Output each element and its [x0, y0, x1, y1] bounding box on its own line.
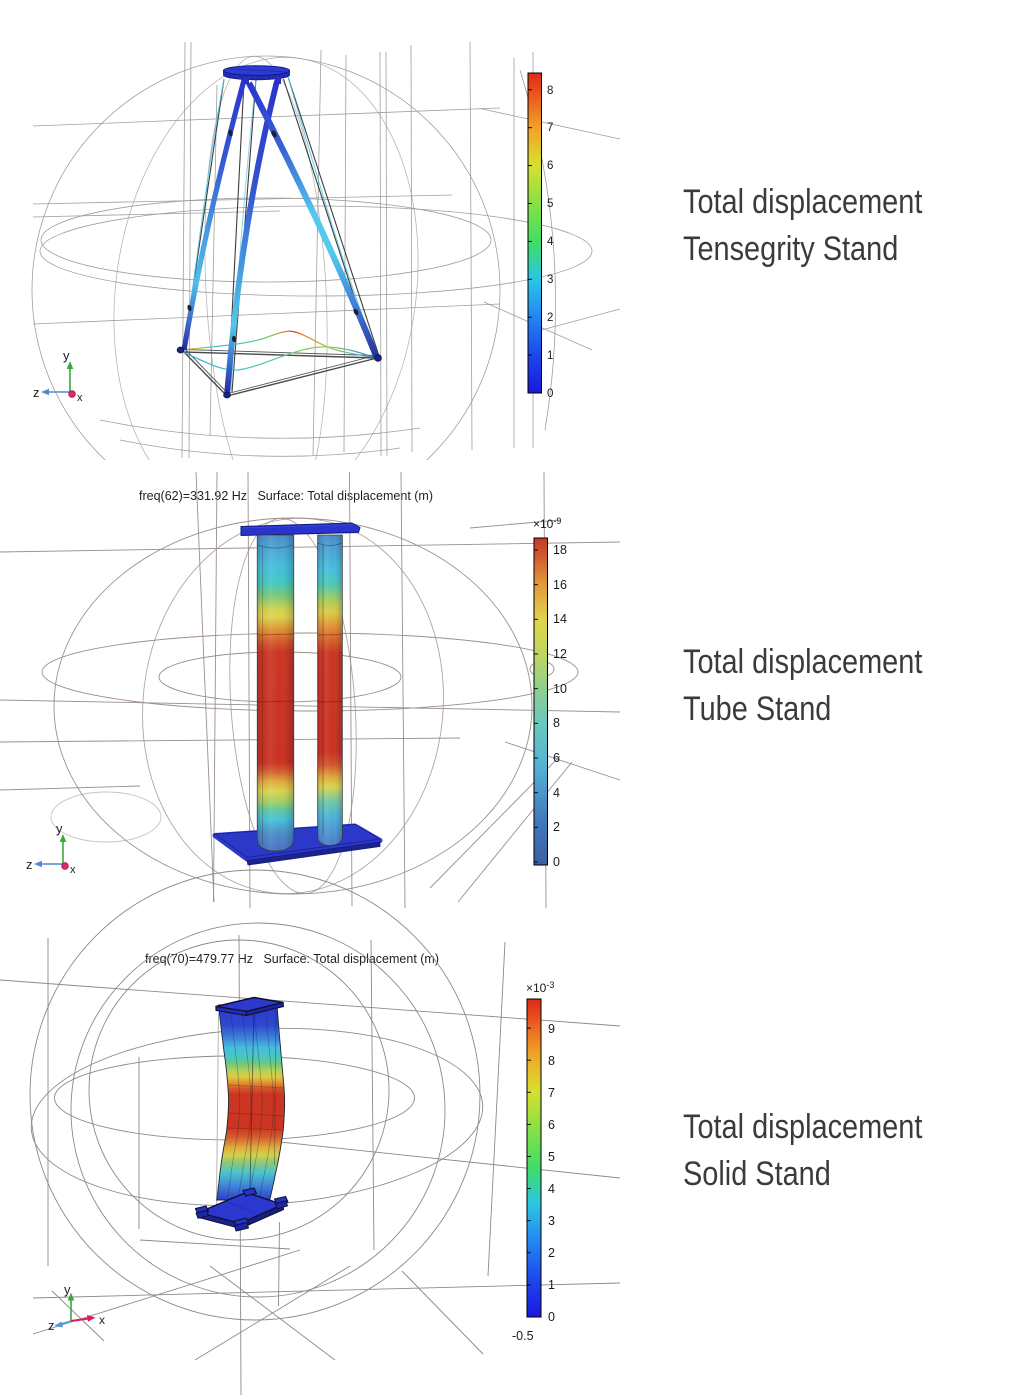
- svg-text:12: 12: [553, 647, 567, 661]
- svg-text:y: y: [64, 1282, 71, 1297]
- svg-text:freq(62)=331.92 Hz Surface:: freq(62)=331.92 Hz Surface: Total displa…: [139, 489, 433, 503]
- svg-text:y: y: [56, 821, 63, 836]
- svg-text:9: 9: [548, 1022, 555, 1036]
- svg-text:3: 3: [548, 1214, 555, 1228]
- svg-text:6: 6: [547, 160, 553, 172]
- svg-text:z: z: [26, 857, 33, 872]
- svg-text:10: 10: [553, 682, 567, 696]
- svg-text:18: 18: [553, 543, 567, 557]
- svg-text:z: z: [33, 385, 40, 400]
- svg-text:x: x: [77, 392, 83, 404]
- svg-text:7: 7: [547, 122, 553, 134]
- svg-text:6: 6: [553, 751, 560, 765]
- svg-text:y: y: [63, 348, 70, 363]
- svg-text:2: 2: [548, 1246, 555, 1260]
- svg-text:×10-3: ×10-3: [526, 980, 554, 995]
- svg-text:4: 4: [547, 236, 554, 248]
- svg-text:2: 2: [547, 312, 553, 324]
- svg-text:2: 2: [553, 820, 560, 834]
- svg-text:×10-9: ×10-9: [533, 516, 561, 531]
- svg-text:4: 4: [548, 1182, 555, 1196]
- svg-text:freq(70)=479.77 Hz Surface:: freq(70)=479.77 Hz Surface: Total displa…: [145, 952, 439, 966]
- svg-text:8: 8: [553, 716, 560, 730]
- svg-text:1: 1: [547, 350, 553, 362]
- svg-text:-0.5: -0.5: [512, 1329, 534, 1343]
- svg-text:6: 6: [548, 1118, 555, 1132]
- svg-text:z: z: [48, 1318, 55, 1333]
- svg-text:5: 5: [548, 1150, 555, 1164]
- svg-text:16: 16: [553, 578, 567, 592]
- svg-text:x: x: [70, 864, 76, 876]
- svg-text:3: 3: [547, 274, 553, 286]
- svg-text:5: 5: [547, 198, 553, 210]
- svg-text:x: x: [99, 1313, 105, 1327]
- svg-text:14: 14: [553, 612, 567, 626]
- svg-text:7: 7: [548, 1086, 555, 1100]
- svg-text:0: 0: [553, 855, 560, 869]
- svg-text:8: 8: [548, 1054, 555, 1068]
- svg-text:4: 4: [553, 786, 560, 800]
- svg-text:0: 0: [548, 1310, 555, 1324]
- svg-text:8: 8: [547, 85, 553, 97]
- svg-text:0: 0: [547, 388, 553, 400]
- svg-text:1: 1: [548, 1278, 555, 1292]
